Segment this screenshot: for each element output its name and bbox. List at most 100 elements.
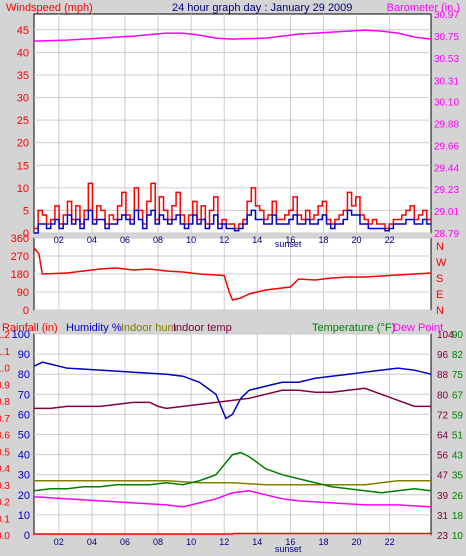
chart-title: 24 hour graph day : January 29 2009 (172, 2, 352, 14)
top-x-tick-label: 02 (54, 235, 64, 245)
bottom-x-tick-label: 16 (285, 537, 295, 547)
indoor-temp-legend: Indoor temp (173, 322, 232, 334)
top-x-tick-label: 04 (87, 235, 97, 245)
windspeed-tick-label: 30 (17, 93, 29, 105)
temperature-tick-label: 56 (437, 451, 449, 462)
rainfall-tick-label: 0.3 (0, 481, 10, 492)
barometer-tick-label: 29.01 (434, 207, 459, 218)
rainfall-tick-label: 0.8 (0, 397, 10, 408)
temperature-tick-label: 96 (437, 350, 449, 361)
windspeed-tick-label: 45 (17, 25, 29, 37)
barometer-tick-label: 29.66 (434, 142, 459, 153)
rainfall-tick-label: 1.1 (0, 347, 10, 358)
barometer-tick-label: 30.97 (434, 10, 459, 21)
direction-tick-label: 180 (11, 269, 29, 281)
series-humidity- (33, 361, 432, 420)
top-plot-area (33, 13, 432, 234)
windspeed-tick-label: 15 (17, 160, 29, 172)
rainfall-tick-label: 0.6 (0, 431, 10, 442)
humidity-tick-label: 50 (18, 430, 30, 442)
rainfall-tick-label: 1.2 (0, 330, 10, 341)
rainfall-tick-label: 0.7 (0, 414, 10, 425)
rainfall-tick-label: 0.0 (0, 531, 10, 542)
barometer-tick-label: 30.75 (434, 32, 459, 43)
indoor-hum-legend: Indoor hum (121, 322, 177, 334)
top-x-tick-label: 06 (120, 235, 130, 245)
rainfall-tick-label: 0.2 (0, 498, 10, 509)
humidity-tick-label: 20 (18, 490, 30, 502)
compass-tick-label: S (436, 273, 443, 285)
rainfall-tick-label: 0.1 (0, 514, 10, 525)
top-sunset-label: sunset (275, 239, 302, 249)
direction-tick-label: 270 (11, 251, 29, 263)
direction-tick-label: 90 (17, 287, 29, 299)
bottom-x-tick-label: 08 (153, 537, 163, 547)
temperature-tick-label: 47 (437, 471, 449, 482)
humidity-tick-label: 30 (18, 470, 30, 482)
dewpoint-tick-label: 82 (452, 350, 464, 361)
barometer-tick-label: 29.23 (434, 185, 459, 196)
series-temperature-f- (33, 451, 432, 494)
bottom-sunset-label: sunset (275, 544, 302, 554)
dewpoint-tick-label: 59 (452, 410, 464, 421)
windspeed-tick-label: 5 (23, 205, 29, 217)
series-rainfall-in- (34, 532, 431, 535)
temperature-legend: Temperature (°F) (312, 322, 395, 334)
series-dew-point (33, 490, 432, 508)
dewpoint-tick-label: 75 (452, 370, 464, 381)
dewpoint-tick-label: 18 (452, 511, 464, 522)
compass-tick-label: N (436, 305, 444, 317)
rainfall-tick-label: 1.0 (0, 364, 10, 375)
windspeed-tick-label: 0 (23, 228, 29, 240)
windspeed-tick-label: 35 (17, 70, 29, 82)
top-x-tick-label: 08 (153, 235, 163, 245)
series-windspeed-gust (34, 209, 431, 234)
temperature-tick-label: 39 (437, 491, 449, 502)
series-indoor-temp (34, 387, 431, 410)
top-x-tick-label: 10 (186, 235, 196, 245)
humidity-tick-label: 10 (18, 510, 30, 522)
humidity-tick-label: 90 (18, 349, 30, 361)
windspeed-tick-label: 20 (17, 138, 29, 150)
dewpoint-tick-label: 35 (452, 471, 464, 482)
series-wind-direction (33, 247, 432, 301)
humidity-tick-label: 0 (24, 530, 30, 542)
temperature-tick-label: 31 (437, 511, 449, 522)
rainfall-tick-label: 0.4 (0, 464, 10, 475)
dew-point-legend: Dew Point (393, 322, 443, 334)
barometer-tick-label: 29.44 (434, 164, 459, 175)
windspeed-axis-label: Windspeed (mph) (6, 2, 93, 14)
windspeed-tick-label: 10 (17, 183, 29, 195)
barometer-tick-label: 30.31 (434, 76, 459, 87)
top-x-tick-label: 18 (318, 235, 328, 245)
bottom-x-tick-label: 12 (219, 537, 229, 547)
humidity-tick-label: 70 (18, 389, 30, 401)
direction-tick-label: 360 (11, 233, 29, 245)
bottom-x-tick-label: 18 (318, 537, 328, 547)
bottom-x-tick-label: 20 (352, 537, 362, 547)
top-x-tick-label: 22 (385, 235, 395, 245)
barometer-tick-label: 28.79 (434, 229, 459, 240)
series-barometer-in- (33, 29, 432, 42)
bottom-x-tick-label: 02 (54, 537, 64, 547)
rainfall-tick-label: 0.9 (0, 380, 10, 391)
rainfall-axis-label: Rainfall (in) (2, 322, 58, 334)
compass-tick-label: N (436, 241, 444, 253)
barometer-tick-label: 29.88 (434, 120, 459, 131)
compass-tick-label: E (436, 289, 443, 301)
windspeed-tick-label: 25 (17, 115, 29, 127)
temperature-tick-label: 64 (437, 431, 449, 442)
temperature-tick-label: 104 (437, 330, 454, 341)
compass-tick-label: W (436, 257, 447, 269)
temperature-tick-label: 23 (437, 531, 449, 542)
humidity-tick-label: 40 (18, 450, 30, 462)
dewpoint-tick-label: 26 (452, 491, 464, 502)
temperature-tick-label: 80 (437, 390, 449, 401)
dewpoint-tick-label: 10 (452, 531, 464, 542)
dewpoint-tick-label: 90 (452, 330, 464, 341)
bottom-x-tick-label: 04 (87, 537, 97, 547)
temperature-tick-label: 88 (437, 370, 449, 381)
barometer-tick-label: 30.10 (434, 97, 459, 108)
temperature-tick-label: 72 (437, 410, 449, 421)
